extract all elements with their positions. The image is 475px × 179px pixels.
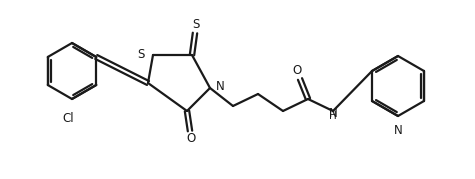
- Text: S: S: [192, 18, 199, 30]
- Text: H: H: [329, 111, 337, 121]
- Text: O: O: [186, 132, 196, 146]
- Text: N: N: [329, 107, 337, 120]
- Text: N: N: [216, 79, 225, 93]
- Text: S: S: [138, 48, 145, 61]
- Text: O: O: [293, 64, 302, 76]
- Text: N: N: [394, 124, 402, 137]
- Text: Cl: Cl: [62, 112, 74, 125]
